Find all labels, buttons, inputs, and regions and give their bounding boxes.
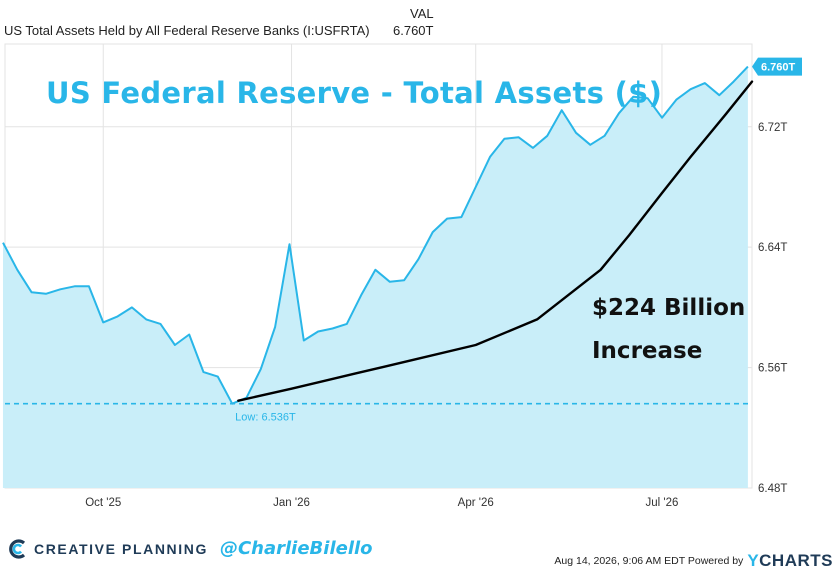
legend-series-value: 6.760T	[393, 23, 433, 38]
y-tick-label: 6.56T	[758, 363, 787, 375]
legend-column-header: VAL	[410, 6, 434, 21]
ycharts-logo[interactable]: YCHARTS	[747, 551, 833, 571]
annotation-line-2: Increase	[592, 338, 702, 364]
creative-planning-logo-icon	[8, 539, 28, 559]
twitter-handle[interactable]: @CharlieBilello	[220, 538, 373, 559]
overlay-title: US Federal Reserve - Total Assets ($)	[46, 76, 662, 110]
low-label: Low: 6.536T	[235, 412, 296, 424]
x-tick-label: Oct '25	[85, 497, 121, 509]
x-tick-label: Jan '26	[273, 497, 310, 509]
legend-row[interactable]: US Total Assets Held by All Federal Rese…	[4, 23, 370, 38]
timestamp: Aug 14, 2026, 9:06 AM EDT Powered by	[554, 555, 743, 567]
y-tick-label: 6.48T	[758, 483, 787, 495]
footer-timestamp-row: Aug 14, 2026, 9:06 AM EDT Powered by YCH…	[554, 551, 833, 571]
y-tick-label: 6.64T	[758, 242, 787, 254]
brand-name: CREATIVE PLANNING	[34, 541, 208, 557]
annotation-line-1: $224 Billion	[592, 295, 745, 321]
footer-brand[interactable]: CREATIVE PLANNING @CharlieBilello	[8, 538, 373, 559]
legend-series-name: US Total Assets Held by All Federal Rese…	[4, 23, 370, 38]
x-tick-label: Apr '26	[458, 497, 494, 509]
x-tick-label: Jul '26	[646, 497, 679, 509]
y-tick-label: 6.72T	[758, 122, 787, 134]
last-value-label: 6.760T	[761, 62, 796, 74]
